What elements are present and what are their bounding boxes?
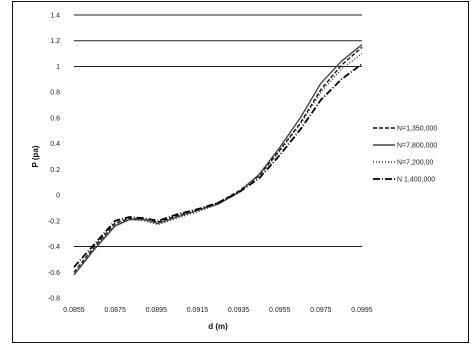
series-line-3 — [73, 53, 363, 273]
x-tick-label: 0.0875 — [104, 307, 126, 314]
series-line-1 — [73, 46, 363, 273]
y-tick-label: -0.2 — [48, 218, 60, 225]
y-tick-label: 0.6 — [50, 115, 60, 122]
series-lines — [73, 44, 363, 276]
y-tick-label: -0.8 — [48, 296, 60, 303]
axes: 1.41.210.80.60.40.20-0.2-0.4-0.6-0.80.08… — [48, 13, 373, 315]
x-tick-label: 0.0955 — [269, 307, 291, 314]
x-tick-label: 0.0895 — [146, 307, 168, 314]
series-line-4 — [73, 63, 363, 268]
legend-label-3: N=7,200,00 — [397, 160, 433, 167]
y-tick-label: 1.4 — [50, 13, 60, 20]
y-tick-label: 1.2 — [50, 38, 60, 45]
x-tick-label: 0.0855 — [63, 307, 85, 314]
y-tick-label: -0.6 — [48, 270, 60, 277]
x-tick-label: 0.0975 — [310, 307, 332, 314]
legend-label-1: N=1,350,000 — [397, 126, 437, 133]
series-line-2 — [73, 44, 363, 276]
legend-label-2: N=7,800,000 — [397, 143, 437, 150]
y-tick-label: -0.4 — [48, 244, 60, 251]
x-tick-label: 0.0915 — [187, 307, 209, 314]
y-tick-label: 0.2 — [50, 167, 60, 174]
y-tick-label: 0.8 — [50, 90, 60, 97]
y-axis-title: P (pa) — [31, 145, 40, 167]
legend: N=1,350,000 N=7,800,000 N=7,200,00 N 1,400,… — [373, 126, 437, 184]
chart-frame — [12, 1, 469, 343]
y-tick-label: 0.4 — [50, 141, 60, 148]
y-tick-label: 1 — [56, 64, 60, 71]
x-tick-label: 0.0935 — [228, 307, 250, 314]
x-axis-title: d (m) — [208, 322, 228, 331]
x-tick-label: 0.0995 — [351, 307, 373, 314]
gridlines — [74, 14, 362, 248]
legend-label-4: N 1,400,000 — [397, 177, 435, 184]
y-tick-label: 0 — [56, 193, 60, 200]
